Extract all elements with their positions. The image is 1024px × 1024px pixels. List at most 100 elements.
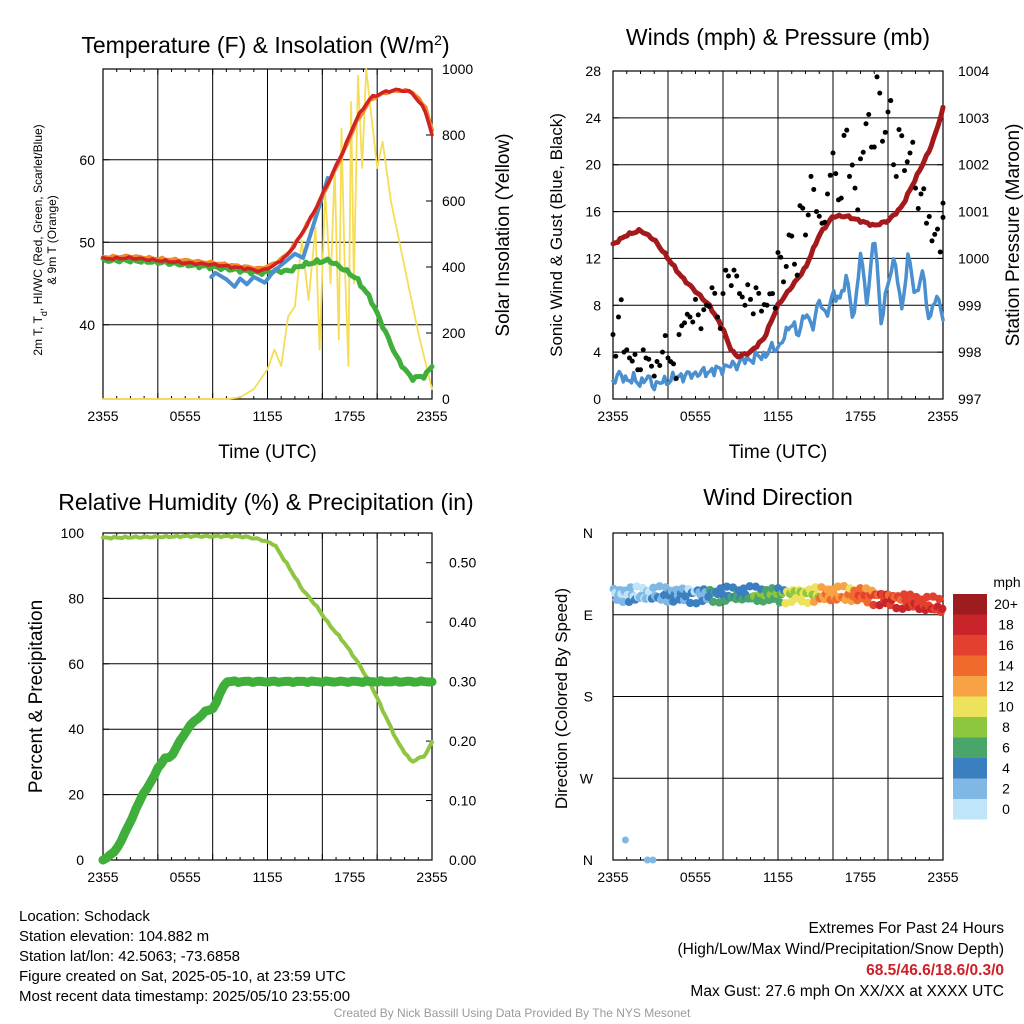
station-location: Location: Schodack: [19, 908, 150, 925]
gust-point: [706, 303, 712, 309]
dir-xtick-label: 2355: [597, 869, 628, 885]
wind-xtick-label: 2355: [597, 408, 628, 424]
gust-point: [880, 138, 885, 144]
wind-ytick-label: 20: [585, 157, 601, 173]
direction-point: [663, 597, 672, 606]
temp-ytick-label: 60: [79, 152, 95, 168]
gust-point: [789, 233, 795, 239]
temp-ylabel-rest: , HI/WC (Red, Green, Scarlet/Blue): [31, 124, 45, 311]
wind-ytick-label: 8: [593, 297, 601, 313]
temp-ytick-label: 40: [79, 317, 95, 333]
gust-point: [632, 351, 638, 357]
gust-point: [731, 267, 737, 273]
speed-legend-label: 18: [998, 617, 1014, 633]
gust-point: [860, 149, 866, 155]
gust-point: [871, 144, 877, 150]
direction-point: [722, 582, 732, 591]
gust-point: [822, 219, 828, 225]
wind-y2tick-label: 997: [958, 391, 982, 407]
gust-point: [866, 111, 872, 117]
rh-ytick-label: 20: [68, 787, 84, 803]
wind-y2tick-label: 1003: [958, 110, 989, 126]
direction-point: [892, 603, 901, 613]
temp-xtick-label: 0555: [170, 408, 201, 424]
rh-xtick-label: 2355: [416, 869, 447, 885]
gust-point: [896, 127, 902, 133]
gust-point: [618, 297, 624, 303]
gust-point: [937, 249, 943, 255]
rh-ylabel: Percent & Precipitation: [26, 600, 47, 793]
dir-ytick-label: S: [584, 689, 593, 705]
gust-point: [695, 312, 701, 318]
gust-point: [885, 109, 891, 115]
gust-point: [723, 267, 729, 273]
direction-outlier-point: [621, 836, 629, 844]
direction-point: [708, 597, 718, 606]
gust-point: [902, 168, 907, 174]
temp-xlabel: Time (UTC): [218, 442, 317, 463]
wind-ytick-label: 0: [593, 391, 601, 407]
gust-point: [918, 191, 924, 197]
temp-title-superscript: 2: [434, 32, 442, 48]
gust-point: [638, 367, 643, 373]
station-pressure-line: [610, 104, 946, 360]
speed-legend-swatch: [953, 594, 987, 615]
dir-title: Wind Direction: [703, 484, 853, 510]
temp-y2tick-label: 400: [442, 259, 466, 275]
gust-point: [830, 150, 836, 156]
gust-point: [874, 74, 880, 80]
extremes-title: Extremes For Past 24 Hours: [808, 920, 1004, 937]
gust-point: [715, 314, 720, 320]
gust-point: [847, 173, 852, 179]
wind-ytick-label: 28: [585, 63, 601, 79]
gust-point: [924, 220, 929, 226]
gust-point: [781, 279, 786, 285]
gust-point: [783, 263, 789, 269]
max-gust: Max Gust: 27.6 mph On XX/XX at XXXX UTC: [690, 983, 1004, 1000]
temp-ylabel-line2: & 9m T (Orange): [45, 195, 59, 285]
temp-title: Temperature (F) & Insolation (W/m2): [81, 32, 449, 58]
dir-ytick-label: N: [583, 525, 593, 541]
wind-y2tick-label: 999: [958, 297, 982, 313]
direction-point: [938, 604, 947, 613]
dir-ylabel: Direction (Colored By Speed): [552, 588, 571, 809]
extremes-box: Extremes For Past 24 Hours (High/Low/Max…: [678, 918, 1005, 1002]
gust-point: [654, 359, 660, 365]
direction-point: [899, 590, 909, 599]
rh-ytick-label: 60: [68, 656, 84, 672]
gust-point: [940, 200, 946, 206]
wind-xlabel: Time (UTC): [729, 442, 828, 463]
temp-xtick-label: 2355: [416, 408, 447, 424]
speed-legend-swatch: [953, 758, 987, 779]
temp-y2tick-label: 1000: [442, 61, 473, 77]
recent-timestamp: Most recent data timestamp: 2025/05/10 2…: [19, 988, 351, 1005]
gust-point: [742, 302, 748, 308]
gust-point: [841, 132, 847, 138]
rh-ytick-label: 100: [61, 525, 85, 541]
direction-point: [745, 582, 754, 591]
wind-ytick-label: 12: [585, 250, 601, 266]
gust-point: [877, 90, 883, 96]
gust-point: [838, 195, 844, 201]
rh-y2tick-label: 0.30: [449, 674, 476, 690]
rh-xtick-label: 0555: [170, 869, 201, 885]
direction-outlier-point: [643, 856, 651, 864]
gust-point: [882, 129, 888, 135]
gust-point: [899, 133, 905, 139]
station-info: Location: Schodack Station elevation: 10…: [19, 907, 350, 1007]
rh-y2tick-label: 0.10: [449, 793, 476, 809]
figure-created: Figure created on Sat, 2025-05-10, at 23…: [19, 968, 346, 985]
rh-panel: 2355 0555 1155 1755 2355 Relative Humidity (%…: [26, 489, 476, 885]
rh-xtick-label: 2355: [87, 869, 118, 885]
gust-point: [940, 214, 946, 220]
dir-ytick-label: N: [583, 852, 593, 868]
gust-point: [726, 273, 731, 279]
station-elevation: Station elevation: 104.882 m: [19, 928, 210, 945]
credit-line: Created By Nick Bassill Using Data Provi…: [333, 1006, 691, 1020]
direction-point: [934, 594, 944, 604]
gust-point: [800, 205, 806, 211]
gust-point: [682, 320, 687, 326]
wind-y2tick-label: 1001: [958, 204, 989, 220]
speed-legend-swatch: [953, 676, 987, 697]
